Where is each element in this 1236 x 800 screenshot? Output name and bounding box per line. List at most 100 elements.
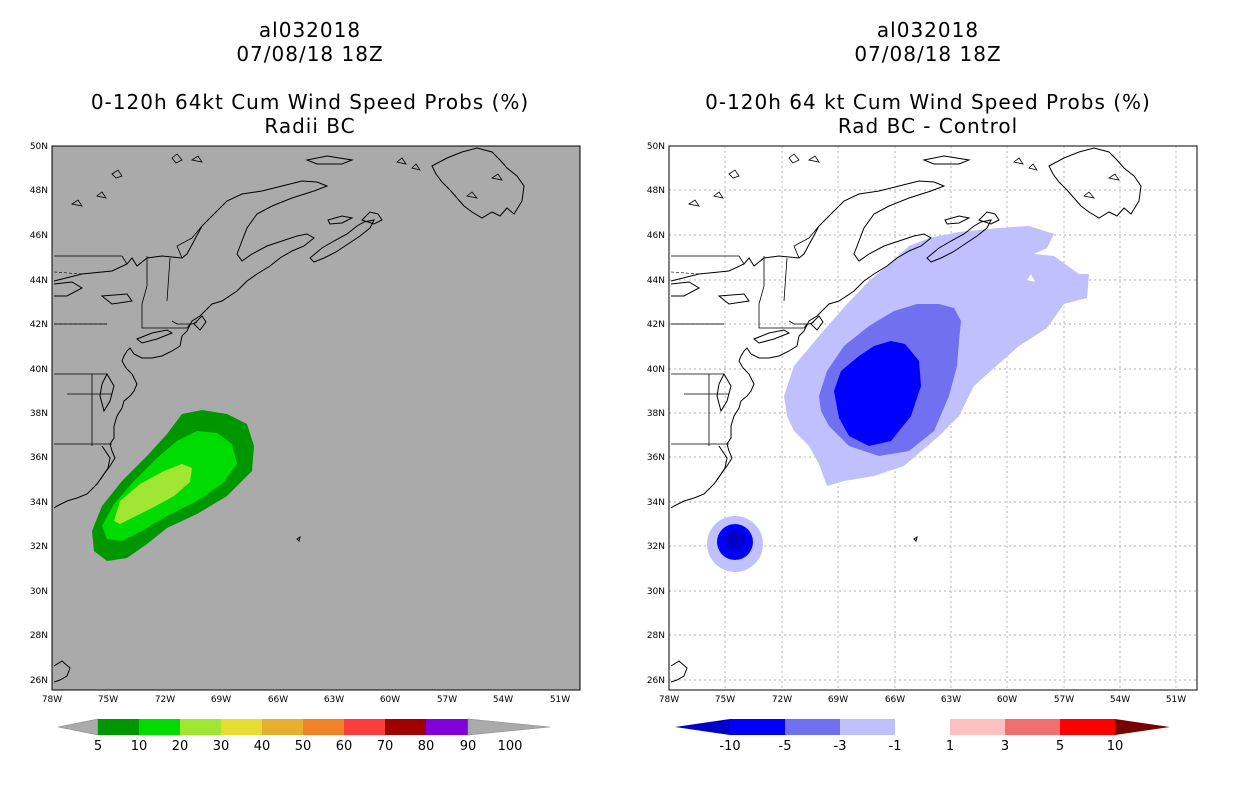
right-colorbar-label: -5	[779, 739, 792, 754]
right-experiment-label: Rad BC - Control	[837, 114, 1019, 138]
left-lon-label: 63W	[324, 695, 344, 705]
left-colorbar-swatch	[139, 719, 180, 735]
right-colorbar-swatch	[840, 719, 895, 735]
left-lon-label: 66W	[268, 695, 288, 705]
left-colorbar-label: 80	[418, 739, 435, 754]
right-colorbar: -10 -5 -3 -1 1 3 5 10	[675, 719, 1170, 754]
right-longitude-labels: 78W 75W 72W 69W 66W 63W 60W 57W 54W 51W	[659, 695, 1186, 705]
left-lat-label: 50N	[30, 142, 48, 152]
left-colorbar-swatch	[98, 719, 139, 735]
right-colorbar-label: 3	[1001, 739, 1009, 754]
left-lat-label: 44N	[30, 276, 48, 286]
right-map-area	[670, 147, 1142, 683]
left-colorbar-label: 90	[460, 739, 477, 754]
right-lat-label: 36N	[647, 453, 665, 463]
left-lon-label: 69W	[211, 695, 231, 705]
right-colorbar-label: -10	[719, 739, 740, 754]
right-minus1-notch	[1027, 274, 1035, 282]
right-colorbar-label: -1	[889, 739, 902, 754]
left-lon-label: 75W	[98, 695, 118, 705]
right-lon-label: 66W	[885, 695, 905, 705]
left-lat-label: 40N	[30, 365, 48, 375]
right-lat-label: 44N	[647, 276, 665, 286]
left-colorbar-low-arrow	[57, 718, 99, 736]
left-lat-label: 30N	[30, 587, 48, 597]
right-panel-subtitle: 0-120h 64 kt Cum Wind Speed Probs (%) Ra…	[658, 90, 1198, 138]
right-colorbar-swatch	[1060, 719, 1115, 735]
left-colorbar-label: 30	[213, 739, 230, 754]
right-datetime: 07/08/18 18Z	[854, 42, 1002, 66]
left-probability-contours	[92, 410, 254, 561]
left-lat-label: 26N	[30, 676, 48, 686]
right-colorbar-low-arrow	[675, 719, 730, 735]
right-lat-label: 32N	[647, 542, 665, 552]
left-colorbar-swatch	[262, 719, 303, 735]
left-datetime: 07/08/18 18Z	[236, 42, 384, 66]
right-lon-label: 54W	[1110, 695, 1130, 705]
left-colorbar-swatch	[180, 719, 221, 735]
right-lon-label: 78W	[659, 695, 679, 705]
left-lat-label: 34N	[30, 498, 48, 508]
right-colorbar-high-arrow	[1115, 719, 1170, 735]
right-lat-label: 40N	[647, 365, 665, 375]
right-contour-minus5	[834, 341, 921, 446]
left-panel-title: al032018 07/08/18 18Z	[40, 18, 580, 66]
right-lon-label: 69W	[828, 695, 848, 705]
left-lon-label: 72W	[155, 695, 175, 705]
left-colorbar-label: 60	[336, 739, 353, 754]
left-map-panel	[51, 145, 581, 691]
right-map-panel	[668, 145, 1198, 691]
right-colorbar-label: 10	[1107, 739, 1124, 754]
right-colorbar-swatch	[730, 719, 785, 735]
right-lon-label: 72W	[772, 695, 792, 705]
left-product-title: 0-120h 64kt Cum Wind Speed Probs (%)	[90, 90, 530, 114]
right-colorbar-swatch	[895, 719, 950, 735]
right-lon-label: 57W	[1054, 695, 1074, 705]
left-experiment-label: Radii BC	[264, 114, 356, 138]
left-colorbar-label: 100	[498, 739, 523, 754]
left-lat-label: 38N	[30, 409, 48, 419]
left-colorbar: 5 10 20 30 40 50 60 70 80 90 100	[57, 718, 551, 754]
left-panel-subtitle: 0-120h 64kt Cum Wind Speed Probs (%) Rad…	[40, 90, 580, 138]
left-colorbar-swatch	[426, 719, 468, 735]
right-lat-label: 50N	[647, 142, 665, 152]
left-lon-label: 54W	[493, 695, 513, 705]
left-colorbar-label: 50	[295, 739, 312, 754]
left-lat-label: 48N	[30, 186, 48, 196]
left-lat-label: 28N	[30, 631, 48, 641]
left-lat-label: 32N	[30, 542, 48, 552]
left-colorbar-swatch	[303, 719, 344, 735]
left-colorbar-label: 70	[377, 739, 394, 754]
right-lat-label: 42N	[647, 320, 665, 330]
left-colorbar-label: 10	[131, 739, 148, 754]
right-lon-label: 63W	[941, 695, 961, 705]
right-colorbar-swatch	[1005, 719, 1060, 735]
right-colorbar-label: 1	[946, 739, 954, 754]
left-colorbar-swatch	[385, 719, 426, 735]
left-storm-id: al032018	[258, 18, 362, 42]
right-lat-label: 34N	[647, 498, 665, 508]
right-lat-label: 46N	[647, 231, 665, 241]
right-lon-label: 75W	[715, 695, 735, 705]
right-lon-label: 60W	[997, 695, 1017, 705]
right-colorbar-swatch	[950, 719, 1005, 735]
left-lon-label: 51W	[550, 695, 570, 705]
right-colorbar-label: 5	[1056, 739, 1064, 754]
left-colorbar-label: 5	[94, 739, 102, 754]
left-map-background	[51, 145, 581, 691]
left-lon-label: 60W	[380, 695, 400, 705]
left-map-area	[53, 147, 525, 683]
left-lat-label: 42N	[30, 320, 48, 330]
left-latitude-labels: 50N 48N 46N 44N 42N 40N 38N 36N 34N 32N …	[30, 142, 48, 686]
right-difference-contours	[707, 226, 1089, 572]
left-lon-label: 78W	[42, 695, 62, 705]
right-lat-label: 28N	[647, 631, 665, 641]
left-lat-label: 46N	[30, 231, 48, 241]
right-colorbar-swatch	[785, 719, 840, 735]
right-product-title: 0-120h 64 kt Cum Wind Speed Probs (%)	[705, 90, 1151, 114]
left-colorbar-label: 40	[254, 739, 271, 754]
left-colorbar-swatch	[221, 719, 262, 735]
left-longitude-labels: 78W 75W 72W 69W 66W 63W 60W 57W 54W 51W	[42, 695, 570, 705]
right-small-minus10-blob	[725, 530, 745, 550]
